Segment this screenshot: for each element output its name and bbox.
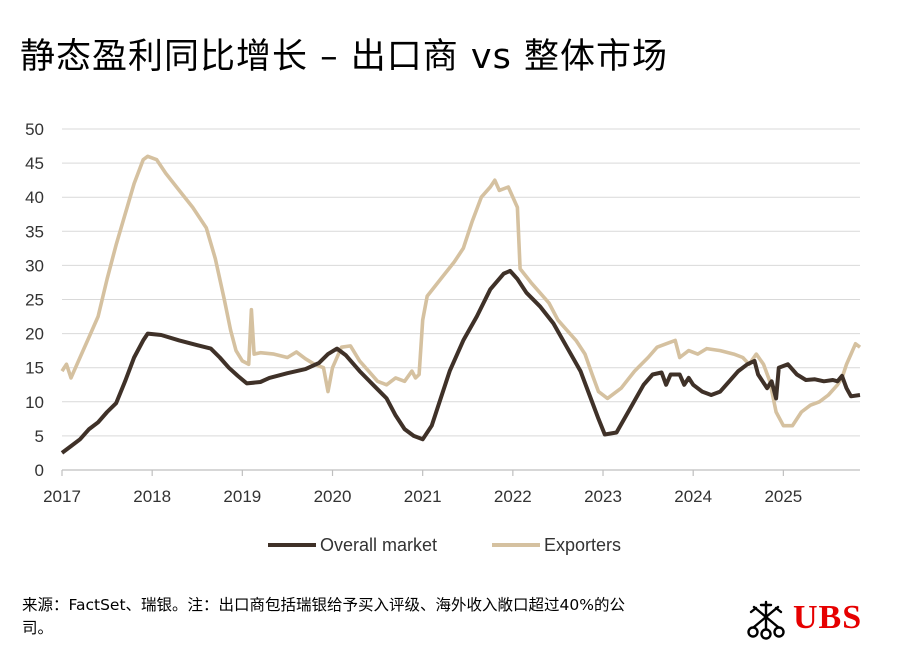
source-note: 来源：FactSet、瑞银。注：出口商包括瑞银给予买入评级、海外收入敞口超过40… (22, 596, 625, 637)
y-tick-label-30: 30 (25, 256, 44, 275)
x-tick-label-2025: 2025 (764, 487, 802, 506)
x-tick-label-2020: 2020 (314, 487, 352, 506)
x-tick-label-2019: 2019 (223, 487, 261, 506)
y-axis-tick-labels: 0 5 10 15 20 25 30 35 40 45 50 (25, 120, 44, 480)
legend: Overall market Exporters (268, 535, 621, 555)
series-lines (60, 154, 862, 455)
ubs-keys-emblem (747, 600, 785, 640)
x-tick-label-2022: 2022 (494, 487, 532, 506)
y-tick-label-20: 20 (25, 325, 44, 344)
x-axis-tick-labels: 2017 2018 2019 2020 2021 2022 2023 2024 2025 (43, 487, 802, 506)
y-tick-label-25: 25 (25, 291, 44, 310)
legend-label-exporters: Exporters (544, 535, 621, 555)
y-tick-label-15: 15 (25, 359, 44, 378)
legend-label-overall-market: Overall market (320, 535, 437, 555)
ubs-logo: UBS (745, 599, 870, 641)
x-tick-label-2018: 2018 (133, 487, 171, 506)
x-tick-label-2023: 2023 (584, 487, 622, 506)
series-line-overall-market (60, 268, 861, 455)
x-tick-label-2024: 2024 (674, 487, 712, 506)
x-tick-label-2021: 2021 (404, 487, 442, 506)
ubs-wordmark: UBS (793, 599, 863, 636)
y-tick-label-5: 5 (35, 427, 44, 446)
y-tick-label-40: 40 (25, 188, 44, 207)
x-axis (61, 469, 860, 476)
y-tick-label-50: 50 (25, 120, 44, 139)
series-line-exporters (60, 154, 862, 428)
y-tick-label-35: 35 (25, 222, 44, 241)
gridlines (62, 128, 860, 437)
y-tick-label-10: 10 (25, 393, 44, 412)
y-tick-label-0: 0 (35, 461, 44, 480)
x-tick-label-2017: 2017 (43, 487, 81, 506)
chart-title: 静态盈利同比增长 – 出口商 vs 整体市场 (20, 37, 668, 77)
y-tick-label-45: 45 (25, 154, 44, 173)
